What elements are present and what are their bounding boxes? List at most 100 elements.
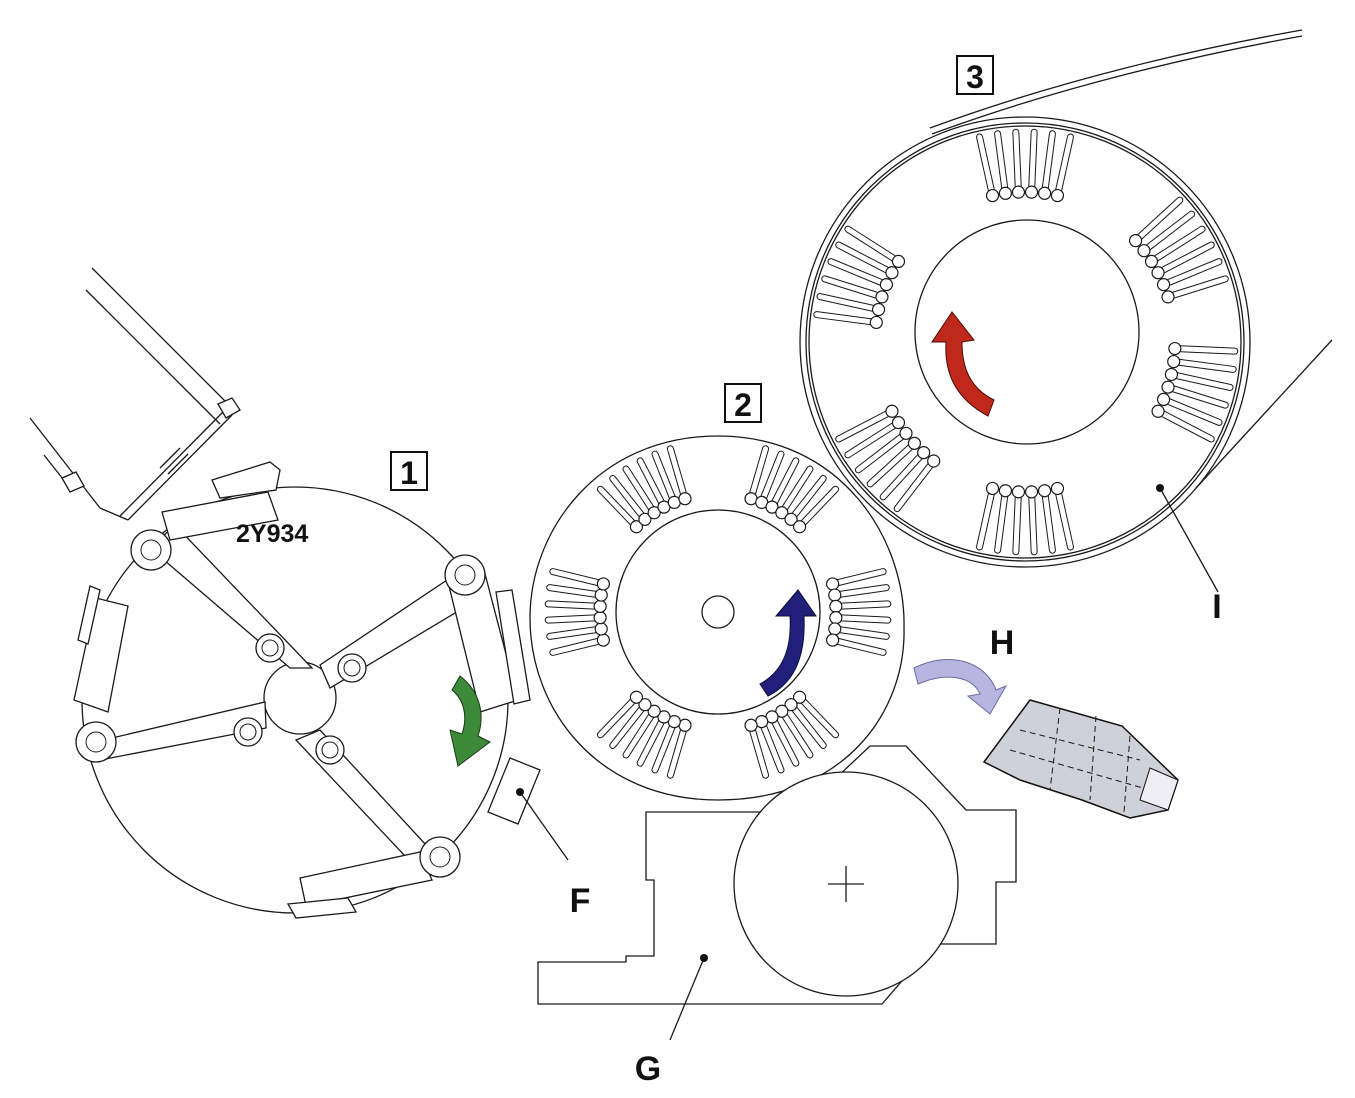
drum-3-pocket-head	[1167, 354, 1181, 369]
drum-3-pocket-rod	[845, 420, 901, 458]
svg-text:2: 2	[734, 387, 752, 423]
callout-h: H	[990, 624, 1015, 662]
drum-3-pocket-rod	[995, 131, 1008, 196]
drum-3-pocket-head	[1037, 484, 1052, 498]
drum-3-pocket-head	[871, 302, 886, 317]
drum-3-rotation-arrow	[931, 311, 995, 417]
drum-2-pocket-head	[638, 512, 652, 526]
drum-2-pocket-rod	[769, 458, 799, 510]
drum-3-pocket-rod	[1161, 259, 1222, 288]
drum-3-pocket-rod	[822, 276, 885, 300]
drum-2-pocket-rod	[788, 475, 826, 522]
drum-3-pocket-rod	[995, 488, 1008, 553]
drum-3-pocket-rod	[1165, 276, 1228, 300]
drum-2-pocket-rod	[833, 615, 891, 623]
drum-3-pocket-head	[1024, 185, 1039, 199]
drum-2-pocket-head	[775, 704, 789, 718]
drum-2-pocket-rod	[545, 615, 603, 623]
drum-2-pockets	[544, 445, 892, 779]
drum-2-pocket-rod	[830, 569, 886, 587]
drum-2-pocket-head	[596, 577, 610, 591]
drum-3-label: 3	[956, 55, 994, 95]
drum-3-pocket-rod	[1013, 129, 1021, 195]
drum-2-pocket-rod	[550, 569, 606, 587]
drum-3-pocket-head	[998, 186, 1013, 200]
drum-3-pocket-head	[1168, 341, 1182, 356]
drum-3-pocket-rod	[1155, 408, 1214, 442]
drum-2-pocket-head	[647, 506, 661, 520]
drum-2-pocket-rod	[779, 466, 813, 516]
drum-2-pocket-head	[829, 611, 843, 625]
drum-1-rotation-arrow	[449, 675, 491, 767]
drum-3-pocket-head	[1151, 404, 1165, 418]
drum-3-pocket-head	[885, 266, 899, 280]
drum-3-pocket-rod	[1133, 197, 1183, 244]
drum-2-pocket-rod	[597, 486, 639, 530]
drum-3-pocket-rod	[1171, 359, 1236, 372]
drum-2-pocket-head	[657, 710, 671, 724]
drum-2	[529, 435, 905, 801]
drum-2-rotation-arrow	[759, 589, 817, 697]
drum-3-pocket-rod	[817, 294, 882, 313]
drum-3-pocket-rod	[1141, 211, 1195, 254]
drum-2-pocket-rod	[832, 626, 889, 639]
callout-f: F	[570, 882, 591, 920]
drum-3-pocket-head	[927, 454, 941, 468]
drum-2-pocket-rod	[833, 601, 891, 609]
drum-2-pocket-rod	[832, 585, 889, 598]
drum-3-pocket-rod	[814, 312, 879, 325]
drum-3-pocket-rod	[845, 226, 901, 264]
drum-1-arms	[94, 524, 481, 873]
output-arrow	[913, 659, 1008, 715]
drum-2-pocket-rod	[797, 694, 839, 738]
drum-3-pocket-rod	[894, 458, 937, 512]
svg-text:3: 3	[966, 59, 984, 95]
drum-2-pocket-head	[784, 512, 798, 526]
drum-3-pocket-head	[917, 445, 931, 460]
drum-2-pocket-head	[593, 599, 607, 613]
drum-3-pocket-rod	[836, 408, 895, 442]
drum-3-pocket-rod	[977, 485, 996, 550]
drum-3-pocket-rod	[1042, 131, 1055, 196]
part-code-label: 2Y934	[236, 520, 308, 548]
drum-3-pocket-head	[1161, 380, 1175, 394]
drum-3-pocket-rod	[880, 450, 927, 500]
drum-3-pocket-rod	[855, 430, 909, 473]
drum-2-pocket-head	[765, 500, 779, 514]
drum-2-pocket-rod	[797, 486, 839, 530]
drum-2-pocket-rod	[623, 466, 657, 516]
drum-2-pocket-rod	[547, 585, 604, 598]
drum-3-pocket-rod	[1168, 371, 1233, 390]
drum-3-pocket-rod	[977, 134, 996, 199]
drum-2-pocket-head	[784, 698, 798, 712]
drum-2-pocket-head	[826, 577, 840, 591]
drum-2-pocket-head	[828, 588, 842, 602]
drum-3-pocket-head	[1037, 186, 1052, 200]
drum-3-pockets	[813, 128, 1239, 556]
drum-3-pocket-rod	[1042, 488, 1055, 553]
drum-3-pocket-head	[998, 484, 1013, 498]
drum-3-pocket-rod	[1029, 129, 1037, 195]
drum-3-pocket-head	[1024, 485, 1039, 499]
drum-3-pocket-head	[985, 188, 1000, 203]
drum-2-pocket-rod	[748, 446, 769, 502]
drum-3-pocket-head	[1151, 266, 1165, 280]
drum-3-pocket-rod	[1149, 226, 1205, 264]
drum-2-pocket-head	[596, 633, 610, 647]
drum-2-pocket-rod	[637, 458, 667, 510]
drum-3-pocket-rod	[1161, 396, 1222, 425]
drum-3-pocket-rod	[1013, 489, 1021, 555]
drum-2-pocket-rod	[550, 637, 606, 655]
drum-2-pocket-head	[638, 698, 652, 712]
drum-2-pocket-head	[792, 520, 807, 534]
drum-3-pocket-head	[891, 254, 906, 269]
drum-2-pocket-rod	[759, 451, 784, 505]
drum-2-pocket-head	[594, 588, 608, 602]
component-f	[487, 757, 569, 861]
drum-3-pocket-head	[907, 436, 922, 450]
drum-2-pocket-head	[594, 622, 608, 636]
drum-2-pocket-head	[775, 506, 789, 520]
drum-3-pocket-head	[891, 415, 906, 430]
drum-2-pocket-head	[828, 622, 842, 636]
drum-3-pocket-rod	[867, 440, 917, 487]
